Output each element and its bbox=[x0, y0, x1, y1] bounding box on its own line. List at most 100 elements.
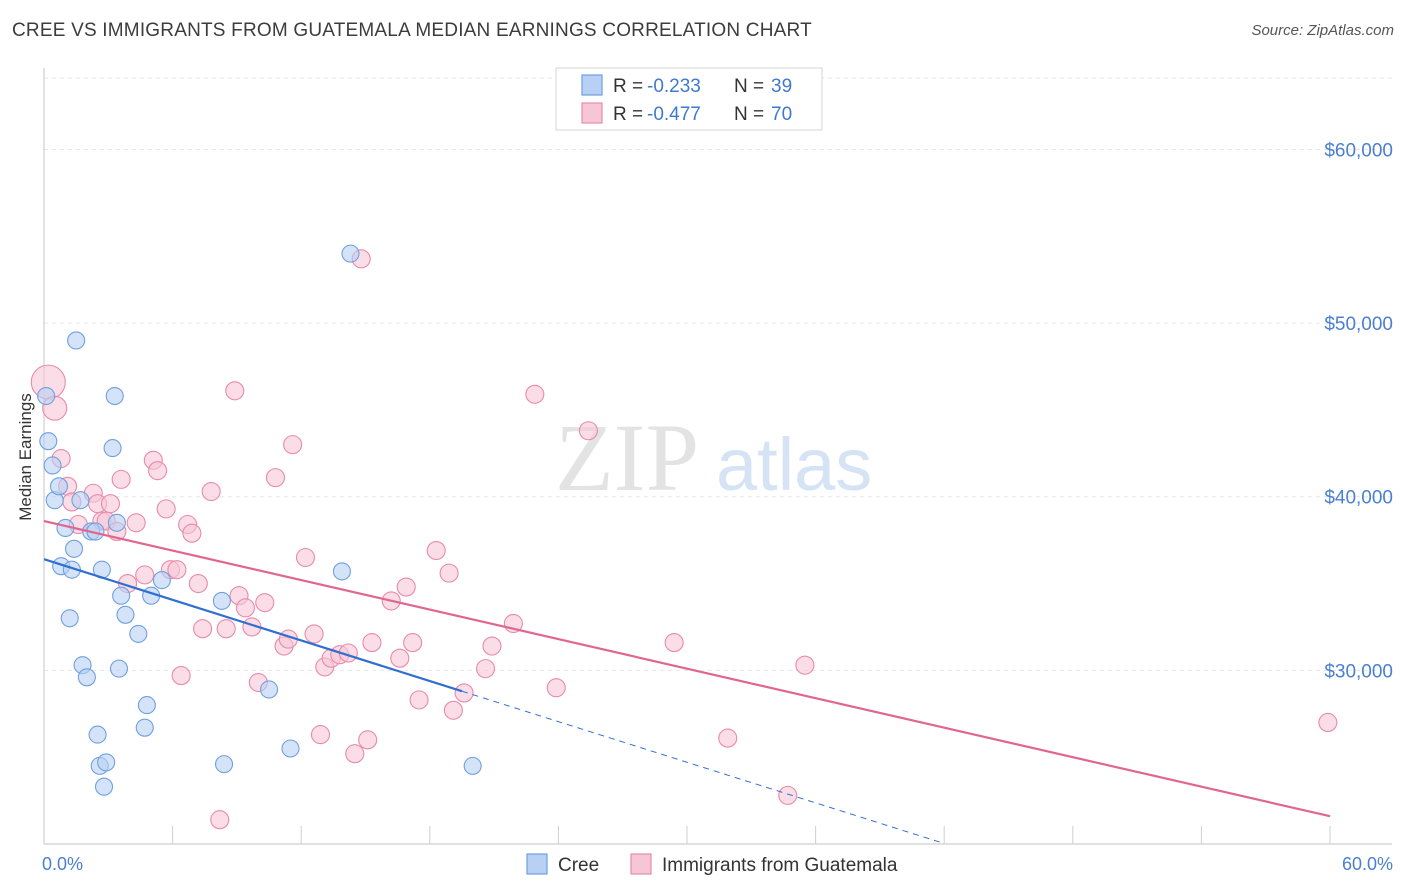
guatemala-point bbox=[358, 730, 378, 750]
chart-title: CREE VS IMMIGRANTS FROM GUATEMALA MEDIAN… bbox=[12, 20, 812, 41]
guatemala-point bbox=[664, 633, 684, 653]
guatemala-point bbox=[210, 810, 230, 830]
guatemala-point bbox=[443, 700, 463, 720]
guatemala-point bbox=[225, 381, 245, 401]
guatemala-point bbox=[578, 421, 598, 441]
cree-point bbox=[64, 539, 84, 558]
legend-r-value-guat: -0.477 bbox=[647, 104, 701, 125]
legend-n-label-guat: N = bbox=[734, 104, 764, 125]
cree-trend-extension bbox=[461, 690, 945, 844]
guatemala-point bbox=[795, 655, 815, 675]
guatemala-point bbox=[126, 513, 146, 533]
guatemala-point bbox=[409, 690, 429, 710]
series-legend: Cree Immigrants from Guatemala bbox=[526, 853, 898, 876]
cree-point bbox=[259, 680, 279, 699]
guatemala-point bbox=[148, 461, 168, 481]
cree-point bbox=[214, 755, 234, 774]
guatemala-point bbox=[193, 619, 213, 639]
guatemala-point bbox=[426, 541, 446, 561]
cree-point bbox=[77, 668, 96, 687]
legend-swatch-cree bbox=[581, 74, 603, 96]
cree-point bbox=[281, 739, 300, 758]
guatemala-point bbox=[167, 560, 187, 580]
guatemala-point bbox=[403, 633, 423, 653]
legend-r-value-cree: -0.233 bbox=[647, 76, 701, 97]
cree-point bbox=[112, 586, 131, 605]
guatemala-point bbox=[304, 624, 324, 644]
cree-point bbox=[37, 386, 56, 406]
cree-point bbox=[332, 562, 351, 581]
guatemala-point bbox=[310, 725, 331, 745]
cree-point bbox=[109, 659, 129, 678]
cree-point bbox=[105, 386, 124, 406]
legend-r-label-guat: R = bbox=[613, 104, 643, 125]
cree-point bbox=[94, 777, 114, 796]
y-tick-label: $40,000 bbox=[1324, 488, 1393, 509]
cree-points bbox=[37, 244, 482, 796]
source-label: Source: ZipAtlas.com bbox=[1251, 22, 1394, 39]
guatemala-point bbox=[188, 573, 208, 594]
correlation-legend: R = -0.233 N = 39 R = -0.477 N = 70 bbox=[555, 67, 823, 131]
cree-point bbox=[152, 571, 171, 590]
legend-swatch-guat bbox=[581, 102, 603, 124]
y-tick-label: $30,000 bbox=[1324, 661, 1393, 682]
bottom-legend-swatch-cree bbox=[526, 853, 548, 875]
gridlines bbox=[44, 77, 1392, 671]
cree-point bbox=[49, 477, 69, 496]
guatemala-point bbox=[235, 598, 256, 618]
cree-point bbox=[341, 244, 360, 263]
guatemala-point bbox=[1318, 712, 1338, 733]
guatemala-point bbox=[283, 435, 303, 455]
cree-point bbox=[39, 432, 58, 451]
cree-point bbox=[71, 491, 90, 510]
y-tick-labels: $60,000 $50,000 $40,000 $30,000 bbox=[1324, 140, 1393, 682]
guatemala-point bbox=[718, 728, 738, 748]
y-tick-label: $50,000 bbox=[1324, 314, 1393, 335]
legend-n-label-cree: N = bbox=[734, 76, 764, 97]
cree-point bbox=[97, 753, 116, 772]
x-tick-label-max: 60.0% bbox=[1342, 854, 1393, 874]
guatemala-point bbox=[265, 468, 286, 488]
cree-point bbox=[88, 725, 107, 744]
y-axis-label: Median Earnings bbox=[16, 393, 35, 521]
guatemala-point bbox=[100, 494, 120, 514]
guatemala-point bbox=[201, 481, 221, 502]
cree-point bbox=[116, 605, 135, 624]
cree-point bbox=[67, 331, 86, 350]
cree-point bbox=[43, 456, 62, 475]
guatemala-point bbox=[345, 744, 365, 764]
guatemala-point bbox=[156, 499, 176, 519]
guatemala-point bbox=[475, 659, 496, 679]
guatemala-point bbox=[525, 384, 545, 404]
cree-point bbox=[60, 609, 79, 628]
guatemala-point bbox=[135, 565, 155, 585]
guatemala-point bbox=[216, 619, 236, 639]
guatemala-point bbox=[295, 547, 316, 568]
trend-lines bbox=[43, 519, 1331, 844]
guatemala-point bbox=[111, 469, 131, 489]
guatemala-point bbox=[454, 683, 474, 703]
watermark-zip: ZIP bbox=[555, 404, 699, 511]
guatemala-point bbox=[182, 523, 202, 543]
guatemala-point bbox=[255, 593, 275, 613]
guatemala-point bbox=[778, 785, 798, 805]
guatemala-point bbox=[439, 563, 459, 583]
guatemala-point bbox=[362, 633, 382, 653]
guatemala-point bbox=[482, 636, 502, 656]
cree-point bbox=[137, 696, 156, 715]
cree-point bbox=[107, 513, 126, 532]
bottom-legend-label-guat: Immigrants from Guatemala bbox=[662, 855, 898, 876]
cree-point bbox=[212, 591, 231, 610]
legend-r-label-cree: R = bbox=[613, 76, 643, 97]
legend-n-value-cree: 39 bbox=[771, 76, 792, 97]
cree-trend-line bbox=[43, 558, 463, 693]
guatemala-point bbox=[171, 666, 191, 686]
guatemala-points bbox=[30, 249, 1338, 830]
cree-point bbox=[463, 756, 482, 775]
watermark-atlas: atlas bbox=[716, 423, 872, 506]
cree-point bbox=[103, 439, 122, 458]
guatemala-point bbox=[546, 678, 566, 698]
legend-n-value-guat: 70 bbox=[771, 104, 792, 125]
guatemala-point bbox=[390, 648, 410, 668]
